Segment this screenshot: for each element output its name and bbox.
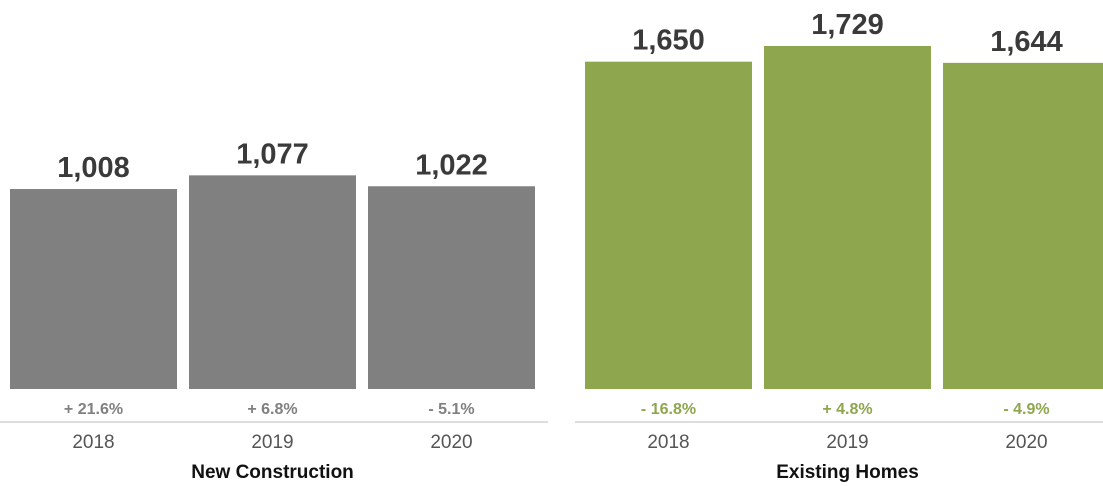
bar-new-construction-2019	[189, 175, 356, 389]
bars-layer	[10, 46, 1103, 390]
x-tick-label: 2018	[647, 432, 689, 453]
bar-change-label: + 21.6%	[64, 401, 123, 418]
bar-value-label: 1,022	[415, 149, 488, 181]
bar-change-label: - 5.1%	[428, 401, 474, 418]
bar-value-label: 1,077	[236, 138, 309, 170]
bar-value-label: 1,729	[811, 9, 884, 41]
bar-new-construction-2020	[368, 186, 535, 389]
bar-change-label: - 4.9%	[1003, 401, 1049, 418]
group-label: Existing Homes	[776, 462, 919, 483]
bar-change-label: + 6.8%	[247, 401, 297, 418]
x-tick-label: 2019	[826, 432, 868, 453]
x-tick-label: 2019	[251, 432, 293, 453]
bar-existing-homes-2020	[943, 62, 1103, 390]
bar-existing-homes-2019	[764, 46, 931, 389]
group-label: New Construction	[191, 462, 354, 483]
bar-new-construction-2018	[10, 189, 177, 389]
bar-value-label: 1,650	[632, 25, 705, 57]
x-tick-label: 2020	[1005, 432, 1047, 453]
bar-change-label: - 16.8%	[641, 401, 696, 418]
bar-existing-homes-2018	[585, 61, 752, 390]
x-tick-label: 2018	[72, 432, 114, 453]
labels-layer: 1,008 + 21.6% 2018 1,077 + 6.8% 2019 1,022 - 5.…	[0, 9, 1103, 483]
bar-value-label: 1,008	[57, 152, 130, 184]
x-tick-label: 2020	[430, 432, 472, 453]
bar-value-label: 1,644	[990, 26, 1063, 58]
bar-change-label: + 4.8%	[822, 401, 872, 418]
